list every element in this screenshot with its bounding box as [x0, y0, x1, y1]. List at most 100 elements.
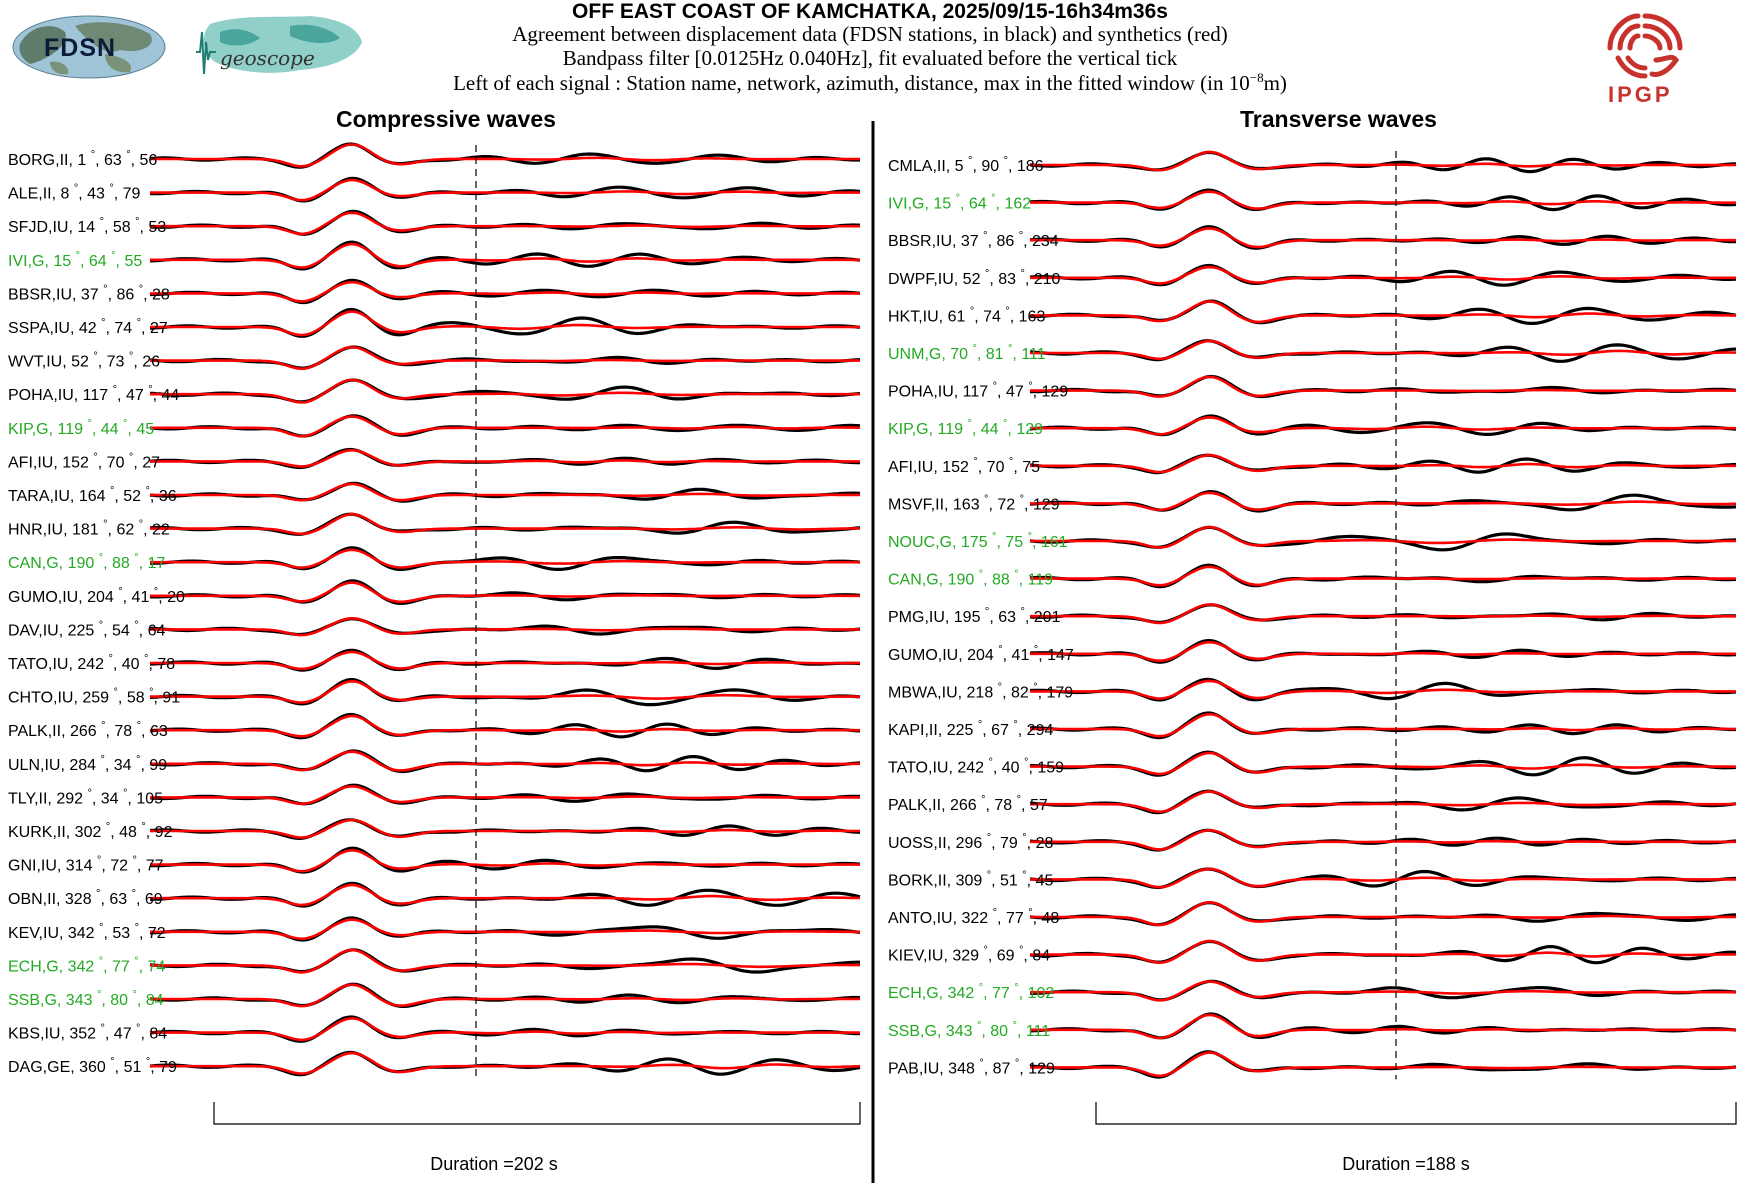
station-azimuth: , 74 [105, 320, 136, 337]
station-name: ALE,II, 8 [8, 186, 74, 203]
synthetic-trace [150, 242, 860, 269]
station-max: , 92 [146, 824, 173, 841]
station-name: UOSS,II, 296 [888, 835, 987, 852]
station-azimuth: , 72 [988, 496, 1019, 513]
degree-symbol: ° [87, 418, 91, 430]
station-row: IVI,G, 15 °, 64 °, 55 [8, 240, 861, 271]
station-name: HNR,IU, 181 [8, 522, 103, 539]
station-max: , 179 [1038, 684, 1074, 701]
degree-symbol: ° [93, 351, 97, 363]
station-label: SFJD,IU, 14 °, 58 °, 53 [8, 216, 166, 236]
degree-symbol: ° [146, 1056, 150, 1068]
station-row: POHA,IU, 117 °, 47 °, 44 [8, 378, 861, 404]
station-max: , 111 [1012, 346, 1045, 363]
station-max: , 45 [127, 421, 154, 438]
station-max: , 55 [116, 253, 143, 270]
figure-subtitle-3: Left of each signal : Station name, netw… [0, 70, 1740, 96]
synthetic-trace [1030, 900, 1736, 927]
station-name: WVT,IU, 52 [8, 354, 93, 371]
synthetic-trace [150, 378, 860, 404]
degree-symbol: ° [1008, 343, 1012, 355]
station-row: ULN,IU, 284 °, 34 °, 99 [8, 749, 861, 774]
synthetic-trace [150, 1051, 861, 1075]
station-name: BORK,II, 309 [888, 872, 987, 889]
synthetic-trace [1030, 339, 1736, 361]
data-trace [1029, 677, 1737, 702]
station-max: , 84 [1023, 948, 1050, 965]
synthetic-trace [1030, 150, 1736, 172]
station-max: , 79 [114, 186, 141, 203]
degree-symbol: ° [136, 754, 140, 766]
data-trace [149, 749, 861, 774]
station-row: NOUC,G, 175 °, 75 °, 161 [888, 525, 1737, 552]
station-row: SSB,G, 343 °, 80 °, 84 [8, 982, 860, 1009]
degree-symbol: ° [101, 720, 105, 732]
degree-symbol: ° [111, 250, 115, 262]
data-trace [149, 617, 861, 637]
degree-symbol: ° [1005, 305, 1009, 317]
degree-symbol: ° [1012, 1020, 1016, 1032]
degree-symbol: ° [134, 552, 138, 564]
station-max: , 163 [1010, 308, 1046, 325]
station-name: KIP,G, 119 [888, 421, 967, 438]
subtitle-3-suffix: m) [1263, 71, 1287, 95]
station-label: WVT,IU, 52 °, 73 °, 26 [8, 351, 160, 371]
station-label: KURK,II, 302 °, 48 °, 92 [8, 821, 173, 841]
degree-symbol: ° [979, 569, 983, 581]
station-azimuth: , 88 [103, 555, 134, 572]
station-row: AFI,IU, 152 °, 70 °, 27 [8, 447, 860, 471]
station-label: MSVF,II, 163 °, 72 °, 129 [888, 493, 1060, 513]
panel-title-transverse: Transverse waves [1240, 106, 1437, 132]
degree-symbol: ° [100, 216, 104, 228]
data-trace [1030, 299, 1737, 325]
station-label: ULN,IU, 284 °, 34 °, 99 [8, 754, 167, 774]
degree-symbol: ° [141, 821, 145, 833]
synthetic-trace [150, 918, 860, 941]
station-row: UNM,G, 70 °, 81 °, 111 [888, 339, 1737, 363]
station-row: ECH,G, 342 °, 77 °, 74 [8, 948, 860, 975]
degree-symbol: ° [1019, 945, 1023, 957]
station-name: MBWA,IU, 218 [888, 684, 998, 701]
degree-symbol: ° [123, 418, 127, 430]
data-trace [1029, 414, 1737, 437]
geoscope-logo-text: geoscope [220, 46, 315, 70]
station-name: TLY,II, 292 [8, 790, 87, 807]
station-label: UOSS,II, 296 °, 79 °, 28 [888, 832, 1053, 852]
station-azimuth: , 47 [997, 384, 1028, 401]
synthetic-trace [1030, 790, 1736, 814]
data-trace [149, 378, 861, 404]
station-label: IVI,G, 15 °, 64 °, 55 [8, 250, 142, 270]
degree-symbol: ° [985, 268, 989, 280]
station-label: OBN,II, 328 °, 63 °, 69 [8, 888, 163, 908]
data-trace [150, 546, 861, 571]
station-azimuth: , 34 [105, 757, 136, 774]
degree-symbol: ° [136, 1023, 140, 1035]
station-max: , 64 [139, 622, 166, 639]
station-max: , 129 [1007, 421, 1043, 438]
station-row: TLY,II, 292 °, 34 °, 105 [8, 783, 861, 807]
synthetic-trace [1030, 525, 1736, 549]
synthetic-trace [150, 143, 860, 168]
data-trace [149, 481, 861, 503]
degree-symbol: ° [123, 787, 127, 799]
station-row: BBSR,IU, 37 °, 86 °, 28 [8, 278, 861, 305]
station-name: PAB,IU, 348 [888, 1060, 979, 1077]
degree-symbol: ° [139, 283, 143, 295]
degree-symbol: ° [101, 317, 105, 329]
synthetic-trace [150, 482, 861, 502]
station-row: PAB,IU, 348 °, 87 °, 129 [888, 1050, 1737, 1079]
station-row: TARA,IU, 164 °, 52 °, 36 [8, 481, 861, 505]
station-max: , 22 [143, 522, 170, 539]
station-name: ULN,IU, 284 [8, 757, 100, 774]
station-row: UOSS,II, 296 °, 79 °, 28 [888, 828, 1737, 852]
station-label: SSPA,IU, 42 °, 74 °, 27 [8, 317, 168, 337]
data-trace [149, 712, 861, 740]
station-row: KAPI,II, 225 °, 67 °, 294 [888, 711, 1736, 740]
station-azimuth: , 47 [105, 1026, 136, 1043]
data-trace [1029, 1050, 1737, 1079]
station-max: , 162 [996, 196, 1032, 213]
degree-symbol: ° [103, 519, 107, 531]
station-max: , 27 [141, 320, 168, 337]
degree-symbol: ° [1022, 832, 1026, 844]
